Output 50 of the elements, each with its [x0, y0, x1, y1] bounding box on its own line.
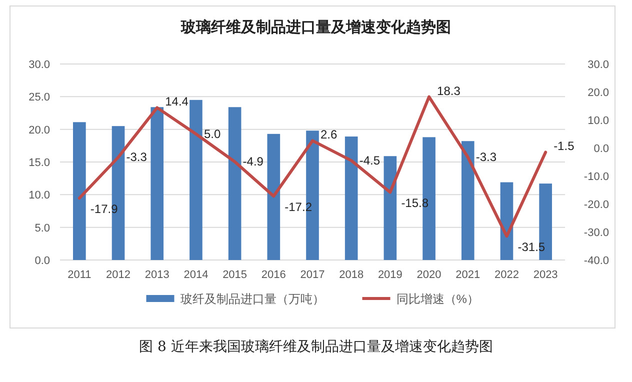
legend-label: 同比增速（%） — [396, 292, 479, 306]
y2-tick-label: -20.0 — [584, 199, 609, 211]
x-tick-label: 2012 — [106, 269, 131, 281]
x-tick-label: 2022 — [494, 269, 519, 281]
x-tick-label: 2018 — [339, 269, 364, 281]
data-label: -1.5 — [554, 139, 575, 154]
data-label: 5.0 — [204, 127, 221, 141]
y-tick-label: 20.0 — [28, 124, 50, 136]
data-label: -3.3 — [476, 150, 497, 164]
y2-tick-label: -30.0 — [584, 227, 609, 239]
data-label: 2.6 — [320, 128, 338, 142]
x-tick-label: 2019 — [378, 269, 402, 281]
y-tick-label: 30.0 — [28, 59, 50, 71]
data-label: 14.4 — [165, 94, 189, 109]
y-tick-label: 25.0 — [28, 92, 50, 104]
bar — [190, 100, 202, 260]
data-label: 18.3 — [437, 84, 461, 98]
legend-label: 玻纤及制品进口量（万吨） — [180, 292, 324, 306]
data-label: -4.9 — [242, 154, 264, 169]
bar — [461, 141, 474, 260]
x-tick-label: 2017 — [300, 269, 325, 281]
caption: 图 8 近年来我国玻璃纤维及制品进口量及增速变化趋势图 — [139, 339, 493, 355]
data-label: -3.3 — [126, 150, 148, 164]
y2-tick-label: -10.0 — [584, 171, 609, 183]
y2-tick-label: -40.0 — [584, 255, 609, 267]
line-series — [78, 95, 548, 238]
x-tick-label: 2020 — [416, 269, 442, 281]
x-tick-label: 2015 — [222, 269, 248, 281]
y2-tick-label: 0.0 — [594, 143, 609, 155]
y2-tick-label: 10.0 — [588, 115, 609, 127]
x-tick-label: 2021 — [456, 269, 480, 281]
x-tick-label: 2014 — [184, 269, 208, 281]
y2-tick-label: 30.0 — [588, 59, 609, 71]
bar — [150, 107, 164, 260]
bar — [344, 136, 358, 260]
x-tick-label: 2016 — [261, 269, 286, 281]
x-tick-label: 2013 — [144, 269, 170, 281]
y-tick-label: 0.0 — [34, 255, 50, 267]
y-tick-label: 10.0 — [28, 190, 50, 202]
bar — [73, 122, 86, 260]
bar — [267, 134, 280, 260]
y-tick-label: 5.0 — [34, 222, 50, 234]
bar — [384, 156, 397, 260]
x-tick-label: 2011 — [68, 269, 92, 281]
y2-tick-label: 20.0 — [588, 87, 609, 99]
x-tick-label: 2023 — [533, 269, 558, 281]
y-tick-label: 15.0 — [28, 157, 50, 169]
bar — [228, 107, 242, 260]
chart-title: 玻璃纤维及制品进口量及增速变化趋势图 — [180, 18, 451, 36]
data-label: -4.5 — [359, 154, 380, 168]
